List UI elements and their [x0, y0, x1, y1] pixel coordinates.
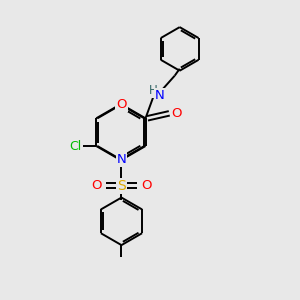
Text: N: N — [117, 153, 126, 167]
Text: O: O — [116, 98, 127, 111]
Text: S: S — [117, 179, 126, 193]
Text: O: O — [92, 179, 102, 192]
Text: Cl: Cl — [69, 140, 82, 152]
Text: H: H — [148, 84, 158, 97]
Text: O: O — [171, 107, 181, 120]
Text: O: O — [141, 179, 152, 192]
Text: N: N — [155, 89, 165, 102]
